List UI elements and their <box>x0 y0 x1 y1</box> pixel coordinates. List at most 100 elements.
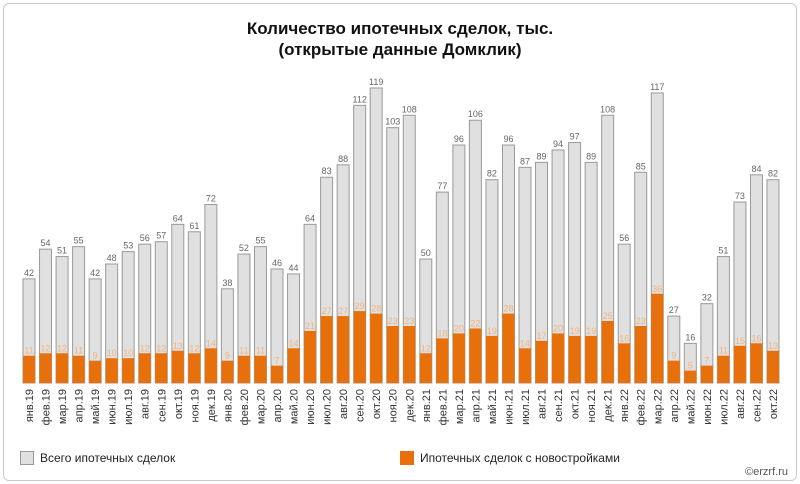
x-tick-label: апр.19 <box>74 389 86 422</box>
bar-new <box>618 343 631 383</box>
data-label-total: 94 <box>553 139 563 149</box>
legend-label-new: Ипотечных сделок с новостройками <box>420 451 620 465</box>
bar-new <box>138 353 151 383</box>
bar-new <box>204 348 217 383</box>
data-label-total: 42 <box>90 268 100 278</box>
bar-new <box>767 350 779 383</box>
data-label-total: 112 <box>352 94 366 104</box>
bar-new <box>700 365 713 383</box>
x-tick-label: окт.19 <box>173 389 185 419</box>
data-label-new: 27 <box>338 306 348 316</box>
bar-new <box>386 325 399 383</box>
x-tick-label: мар.22 <box>652 389 664 424</box>
data-label-total: 54 <box>41 238 51 248</box>
data-label-total: 48 <box>107 253 117 263</box>
bar-new <box>89 360 102 383</box>
data-label-new: 12 <box>421 343 431 353</box>
data-label-new: 9 <box>225 351 230 361</box>
bar-new <box>568 335 581 383</box>
bar-new <box>271 365 283 383</box>
bar-new <box>56 353 69 383</box>
bar-new <box>485 335 498 383</box>
x-tick-label: фев.20 <box>239 389 251 425</box>
x-tick-label: дек.21 <box>603 389 615 422</box>
bar-new <box>502 313 515 383</box>
data-label-total: 87 <box>520 156 530 166</box>
bar-new <box>353 311 366 383</box>
data-label-total: 117 <box>650 82 664 92</box>
data-label-total: 57 <box>156 231 166 241</box>
data-label-new: 9 <box>93 351 98 361</box>
data-label-new: 27 <box>322 306 332 316</box>
bar-new <box>171 350 184 383</box>
x-tick-label: июн.19 <box>107 389 119 425</box>
x-tick-label: фев.22 <box>636 389 648 425</box>
data-label-new: 12 <box>57 343 67 353</box>
x-tick-label: июн.21 <box>503 389 515 425</box>
legend-swatch-new <box>400 451 414 465</box>
x-tick-label: ноя.19 <box>189 389 201 422</box>
data-label-total: 55 <box>255 236 265 246</box>
x-tick-label: май.20 <box>289 389 301 424</box>
data-label-total: 50 <box>421 248 431 258</box>
data-label-total: 27 <box>669 305 679 315</box>
x-tick-label: июн.22 <box>702 389 714 425</box>
data-label-total: 32 <box>702 293 712 303</box>
x-tick-label: авг.20 <box>338 389 350 419</box>
data-label-total: 89 <box>537 151 547 161</box>
bar-new <box>519 348 531 383</box>
data-label-new: 11 <box>239 346 248 356</box>
data-label-new: 23 <box>636 316 646 326</box>
data-label-new: 10 <box>107 348 117 358</box>
bar-new <box>337 316 350 383</box>
data-label-total: 97 <box>570 132 580 142</box>
data-label-new: 11 <box>24 346 33 356</box>
x-tick-label: мар.21 <box>454 389 466 424</box>
data-label-total: 106 <box>468 109 483 119</box>
data-label-new: 19 <box>570 326 580 336</box>
data-label-total: 73 <box>735 191 745 201</box>
x-tick-label: апр.21 <box>470 389 482 422</box>
chart-title-line1: Количество ипотечных сделок, тыс. <box>246 19 554 38</box>
data-label-total: 108 <box>600 104 615 114</box>
data-label-total: 96 <box>454 134 464 144</box>
data-label-new: 25 <box>603 311 613 321</box>
bar-new <box>403 325 416 383</box>
data-label-new: 21 <box>305 321 315 331</box>
data-label-total: 108 <box>402 104 417 114</box>
legend-item-new: Ипотечных сделок с новостройками <box>400 451 620 465</box>
bar-new <box>436 338 449 383</box>
x-tick-label: июл.22 <box>718 389 730 425</box>
x-tick-label: ноя.21 <box>586 389 598 422</box>
chart-subtitle: (открытые данные Домклик) <box>278 40 522 59</box>
data-label-total: 61 <box>189 221 199 231</box>
bar-new <box>237 355 250 383</box>
data-label-new: 22 <box>470 318 480 328</box>
x-tick-label: май.22 <box>685 389 697 424</box>
bar-new <box>370 313 383 383</box>
copyright: ©erzrf.ru <box>745 466 788 478</box>
data-label-new: 15 <box>735 336 745 346</box>
chart-frame <box>3 3 797 481</box>
bar-new <box>419 353 432 383</box>
x-tick-label: сен.22 <box>751 389 763 422</box>
legend-swatch-total <box>20 451 34 465</box>
bar-new <box>552 333 565 383</box>
x-tick-label: авг.19 <box>140 389 152 419</box>
x-tick-label: янв.19 <box>24 389 36 422</box>
data-label-new: 12 <box>41 343 51 353</box>
x-tick-label: июл.21 <box>520 389 532 425</box>
data-label-total: 88 <box>338 154 348 164</box>
bar-new <box>122 358 135 383</box>
x-tick-label: июл.20 <box>322 389 334 425</box>
data-label-new: 16 <box>751 333 761 343</box>
data-label-new: 13 <box>173 341 183 351</box>
x-tick-label: дек.20 <box>404 389 416 422</box>
data-label-new: 28 <box>371 304 381 314</box>
data-label-new: 20 <box>454 323 464 333</box>
data-label-new: 11 <box>74 346 83 356</box>
data-label-new: 11 <box>256 346 265 356</box>
data-label-new: 11 <box>719 346 728 356</box>
data-label-total: 46 <box>272 258 282 268</box>
legend-label-total: Всего ипотечных сделок <box>40 451 176 465</box>
